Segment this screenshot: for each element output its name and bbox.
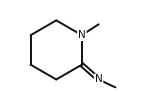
Text: N: N: [78, 30, 86, 40]
Text: N: N: [95, 75, 102, 84]
